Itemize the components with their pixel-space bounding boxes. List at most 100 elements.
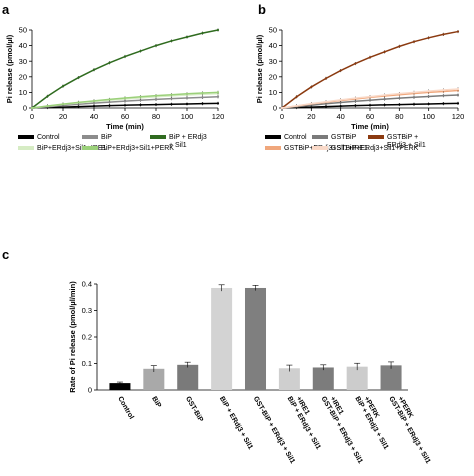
data-point [139, 95, 142, 98]
category-label: BiP + ERdj3 + Sil1 [218, 396, 254, 451]
data-point [354, 104, 357, 107]
y-tick-label: 10 [19, 88, 27, 97]
data-point [310, 102, 313, 105]
data-point [170, 97, 173, 100]
y-tick-label: 20 [269, 72, 277, 81]
x-tick-label: 80 [395, 112, 403, 121]
data-point [154, 98, 158, 101]
y-axis-title: Pi release (pmol/µl) [255, 34, 264, 103]
category-label: Control [116, 396, 135, 421]
data-point [201, 32, 204, 35]
bar [143, 368, 165, 390]
y-tick-label: 50 [19, 26, 27, 35]
data-point [139, 103, 142, 106]
x-tick-label: 80 [152, 112, 160, 121]
x-tick-label: 100 [181, 112, 194, 121]
y-axis-title: Rate of Pi release (pmol/µl/min) [68, 281, 77, 393]
y-tick-label: 0.1 [82, 359, 92, 368]
category-label: BiP [150, 396, 162, 410]
legend-swatch [312, 146, 328, 150]
legend-swatch [18, 146, 34, 150]
data-point [354, 100, 357, 103]
data-point [383, 50, 386, 53]
legend-label: ERdj3 + Sil1 [387, 142, 426, 149]
line-chart-b: 0 10 20 30 40 50 0 20 40 60 80 100 120 Time (min) Pi r… [255, 26, 464, 152]
x-tick-label: 0 [30, 112, 34, 121]
x-tick-label: 40 [336, 112, 344, 121]
data-point [354, 62, 357, 65]
legend-label: BiP+ERdj3+Sil1+PERK [101, 145, 174, 152]
data-point [201, 96, 204, 99]
data-point [154, 44, 158, 47]
data-point [139, 49, 142, 53]
legend-label: Control [284, 134, 307, 141]
y-tick-label: 50 [269, 26, 277, 35]
data-point [30, 106, 34, 110]
legend-swatch [150, 135, 166, 139]
panel-label-c: c [2, 247, 9, 262]
data-point [216, 91, 220, 94]
data-point [412, 103, 416, 106]
bar [312, 367, 334, 390]
data-point [368, 99, 372, 102]
bar [346, 366, 368, 390]
data-point [280, 106, 284, 110]
data-point [216, 95, 220, 98]
data-point [77, 105, 80, 108]
legend-label: + Sil1 [169, 142, 187, 149]
x-tick-label: 20 [307, 112, 315, 121]
y-tick-label: 30 [19, 57, 27, 66]
y-tick-label: 0.2 [82, 333, 92, 342]
x-tick-label: 60 [121, 112, 129, 121]
x-tick-label: 120 [452, 112, 465, 121]
data-point [108, 98, 111, 101]
bar [278, 368, 300, 390]
data-point [108, 100, 111, 104]
y-tick-label: 10 [269, 88, 277, 97]
y-tick-label: 20 [19, 72, 27, 81]
legend-swatch [312, 135, 328, 139]
x-tick-label: 120 [212, 112, 225, 121]
data-point [324, 77, 328, 80]
bar [244, 287, 267, 390]
y-tick-label: 30 [269, 57, 277, 66]
data-point [398, 97, 401, 100]
panel-label-a: a [2, 2, 10, 17]
y-tick-label: 0 [23, 104, 27, 113]
y-tick-label: 40 [19, 41, 27, 50]
legend-swatch [265, 135, 281, 139]
x-tick-label: 60 [366, 112, 374, 121]
legend-swatch [368, 135, 384, 139]
data-point [339, 105, 342, 108]
category-label: GST-BiP [184, 396, 204, 424]
legend-label: GSTBiP + [387, 134, 418, 141]
data-point [310, 85, 313, 89]
legend-swatch [82, 135, 98, 139]
category-label: GST-BiP + ERdj3 + Sil1 [252, 396, 296, 466]
data-point [170, 39, 173, 43]
data-point [123, 55, 127, 58]
data-point [339, 98, 342, 101]
data-point [324, 100, 328, 103]
data-point [201, 102, 204, 105]
data-point [92, 68, 96, 71]
bar [211, 287, 233, 390]
data-point [295, 95, 298, 98]
data-point [108, 104, 111, 107]
legend-label: BiP+ERdj3+Sil1+IRE1 [37, 145, 107, 152]
data-point [185, 96, 189, 100]
y-axis-title: Pi release (pmol/µl) [5, 34, 14, 103]
data-point [139, 99, 142, 102]
data-point [398, 103, 401, 106]
data-point [442, 94, 445, 97]
legend-label: GSTBiP [331, 134, 357, 141]
x-axis-title: Time (min) [106, 122, 144, 131]
data-point [154, 103, 158, 106]
legend-label: BiP [101, 134, 112, 141]
data-point [368, 104, 372, 107]
data-point [123, 96, 127, 100]
legend-label: Control [37, 134, 60, 141]
x-axis-title: Time (min) [351, 122, 389, 131]
data-point [442, 88, 445, 92]
